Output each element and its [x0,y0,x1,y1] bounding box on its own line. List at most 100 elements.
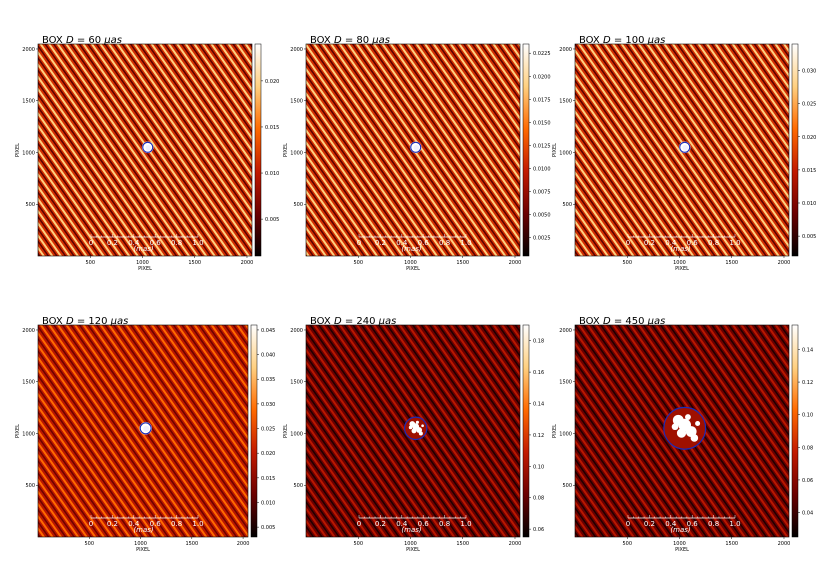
colorbar-tick-label: 0.030 [261,402,275,408]
y-tick-label: 500 [25,202,35,208]
x-tick-label: 1500 [725,541,738,547]
scale-bar-tick-label: 0.8 [708,520,719,528]
colorbar-tick-label: 0.0225 [533,51,551,57]
scale-bar-tick-label: 0.6 [687,520,699,528]
y-tick-label: 1000 [290,431,303,437]
source [141,141,154,154]
scale-bar-tick-label: 1.0 [460,520,471,528]
scale-bar: 0 0.2 0.4 0.6 0.8 1.0 (mas) [357,234,472,253]
y-tick-label: 1500 [559,99,572,105]
colorbar-tick-label: 0.0175 [533,97,551,103]
y-tick-label: 500 [293,202,303,208]
scale-bar-tick-label: 0.6 [687,239,699,247]
panel-3: 0 0.2 0.4 0.6 0.8 1.0 (mas) 500 1000 1500 2000 PIXE… [552,35,816,272]
scale-bar-tick-label: 0.2 [107,520,118,528]
colorbar-tick-label: 0.025 [802,102,816,108]
y-tick-label: 500 [25,483,35,489]
panel-title: BOX D = 120 μas [42,316,128,327]
source-blob [411,428,417,434]
y-tick-label: 1500 [22,99,35,105]
plot-frame [574,43,790,257]
panel-5: 0 0.2 0.4 0.6 0.8 1.0 (mas) 500 1000 1500 2000 PIXE… [283,316,544,553]
colorbar: 0.005 0.010 0.015 0.020 0.025 0.030 [791,43,816,257]
scale-bar-tick-label: 0.8 [708,239,719,247]
plot-frame [37,324,249,538]
box-ring [663,406,707,450]
y-tick-label: 1500 [559,380,572,386]
source-blob [690,434,699,442]
box-ring [403,416,428,441]
scale-bar-unit: (mas) [401,245,421,253]
colorbar-tick-label: 0.015 [261,476,275,482]
source-core [143,425,150,432]
plot-frame [574,324,790,538]
x-tick-label: 1000 [136,260,149,266]
x-tick-label: 500 [622,541,632,547]
source-blob [408,425,413,430]
colorbar-tick-label: 0.020 [265,79,279,85]
panel-2: 0 0.2 0.4 0.6 0.8 1.0 (mas) 500 1000 1500 2000 PIXE… [283,35,551,272]
colorbar-tick-label: 0.16 [533,370,544,376]
scale-bar-tick-label: 0.2 [375,520,386,528]
colorbar: 0.06 0.08 0.10 0.12 0.14 0.16 0.18 [522,324,544,538]
colorbar-tick-label: 0.020 [802,135,816,141]
x-tick-label: 1000 [404,541,417,547]
x-tick-label: 1500 [456,541,469,547]
colorbar-tick-label: 0.005 [802,234,816,240]
y-tick-label: 500 [562,202,572,208]
scale-bar-tick-label: 0.8 [171,520,182,528]
colorbar-tick-label: 0.0125 [533,143,551,149]
source [678,141,691,154]
colorbar-tick-label: 0.12 [533,433,544,439]
colorbar: 0.005 0.010 0.015 0.020 0.025 0.030 0.035 0.040… [250,324,275,538]
scale-bar-tick-label: 1.0 [729,239,740,247]
source-core [413,144,420,151]
x-tick-label: 1000 [673,541,686,547]
panel-title: BOX D = 450 μas [579,316,665,327]
scale-bar-tick-label: 0.8 [439,520,450,528]
source-core [145,144,152,151]
scale-bar-tick-label: 0.8 [171,239,182,247]
source-blob [418,431,423,436]
x-tick-label: 2000 [237,541,250,547]
scale-bar: 0 0.2 0.4 0.6 0.8 1.0 (mas) [626,234,741,253]
colorbar-tick-label: 0.12 [802,380,813,386]
source-blob [685,414,691,420]
scale-bar-tick-label: 0.8 [439,239,450,247]
y-tick-label: 2000 [290,47,303,53]
x-tick-label: 1500 [188,260,201,266]
scale-bar-tick-label: 0.4 [665,520,677,528]
scale-bar-tick-label: 0.4 [128,239,140,247]
colorbar-tick-label: 0.18 [533,339,544,345]
x-tick-label: 500 [84,541,94,547]
plot-frame [305,43,521,257]
x-axis-label: PIXEL [675,266,689,272]
scale-bar-tick-label: 0.2 [107,239,118,247]
colorbar-tick-label: 0.030 [802,69,816,75]
scale-bar-tick-label: 0 [357,239,361,247]
x-tick-label: 1500 [725,260,738,266]
x-tick-label: 1000 [404,260,417,266]
colorbar-tick-label: 0.0025 [533,236,551,242]
colorbar-gradient [250,324,258,538]
colorbar-tick-label: 0.035 [261,377,275,383]
scale-bar: 0 0.2 0.4 0.6 0.8 1.0 (mas) [89,234,204,253]
colorbar-tick-label: 0.015 [802,168,816,174]
scale-bar-tick-label: 1.0 [460,239,471,247]
scale-bar-tick-label: 0.4 [396,239,408,247]
x-tick-label: 2000 [509,260,522,266]
colorbar-tick-label: 0.025 [261,427,275,433]
scale-bar-tick-label: 0 [89,239,93,247]
scale-bar-unit: (mas) [670,245,690,253]
scale-bar-tick-label: 0 [626,239,630,247]
y-axis-label: PIXEL [15,143,21,157]
panel-6: 0 0.2 0.4 0.6 0.8 1.0 (mas) 500 1000 1500 2000 PIXE… [552,316,813,553]
colorbar-gradient [791,324,799,538]
scale-bar-tick-label: 0.2 [375,239,386,247]
scale-bar-tick-label: 0 [89,520,93,528]
y-tick-label: 2000 [22,47,35,53]
colorbar-tick-label: 0.0075 [533,189,551,195]
x-tick-label: 2000 [778,541,791,547]
source [409,141,422,154]
